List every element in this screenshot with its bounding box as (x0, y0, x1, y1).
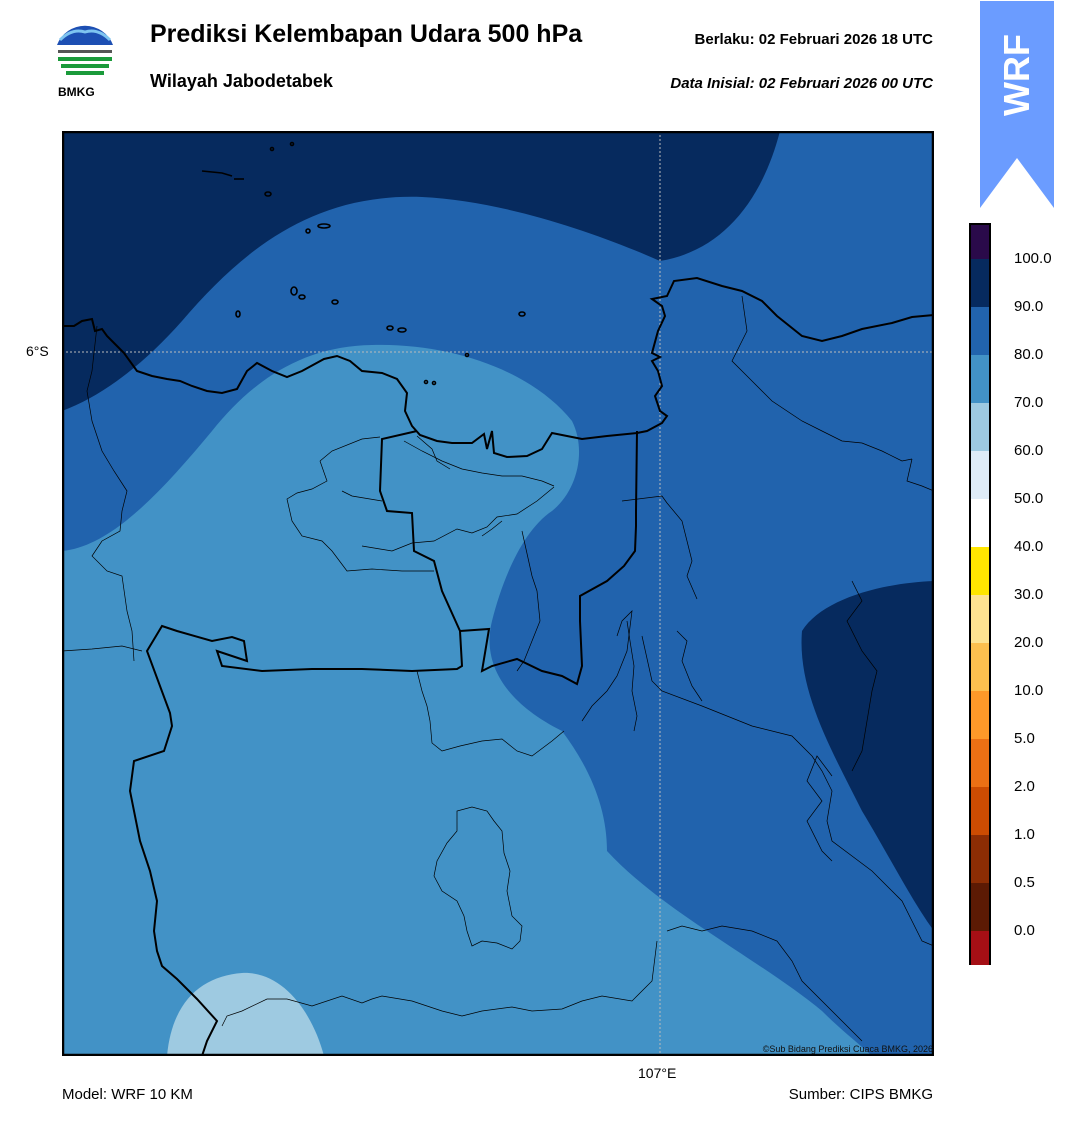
region-subtitle: Wilayah Jabodetabek (150, 71, 333, 91)
band-70-80 (62, 344, 872, 1056)
colorbar-tick-label: 20.0 (1014, 634, 1044, 651)
bmkg-logo-icon (55, 23, 115, 83)
logo-text: BMKG (58, 85, 95, 99)
colorbar-segment (971, 691, 989, 739)
colorbar-svg (969, 223, 991, 1028)
colorbar-segment (971, 739, 989, 787)
map-svg (61, 130, 935, 1057)
band-90-100-east (801, 581, 934, 931)
colorbar-tick-label: 50.0 (1014, 490, 1044, 507)
wrf-badge-label: WRF (980, 10, 1054, 140)
colorbar-segment (971, 225, 989, 259)
colorbar-segment (971, 403, 989, 451)
wrf-badge-shape (980, 1, 1054, 208)
colorbar-tick-label: 0.5 (1014, 874, 1035, 891)
lat-label: 6°S (26, 343, 49, 359)
colorbar-tick-label: 70.0 (1014, 394, 1044, 411)
colorbar-tick-label: 30.0 (1014, 586, 1044, 603)
colorbar-tick-label: 90.0 (1014, 298, 1044, 315)
valid-time: Berlaku: 02 Februari 2026 18 UTC (694, 31, 933, 48)
map-credit: ©Sub Bidang Prediksi Cuaca BMKG, 2026 (762, 1044, 933, 1054)
colorbar-segment (971, 259, 989, 307)
wrf-text: WRF (996, 34, 1037, 116)
humidity-map (61, 130, 935, 1057)
colorbar-segment (971, 931, 989, 979)
source-label: Sumber: CIPS BMKG (788, 1086, 933, 1103)
colorbar-segment (971, 595, 989, 643)
colorbar (969, 223, 991, 1028)
lon-label: 107°E (638, 1065, 677, 1081)
colorbar-tick-label: 40.0 (1014, 538, 1044, 555)
colorbar-segment (971, 355, 989, 403)
colorbar-tick-label: 60.0 (1014, 442, 1044, 459)
colorbar-segment (971, 547, 989, 595)
colorbar-tick-label: 5.0 (1014, 730, 1035, 747)
colorbar-tick-label: 2.0 (1014, 778, 1035, 795)
bmkg-logo (52, 20, 118, 86)
coastline (62, 276, 934, 459)
colorbar-tick-label: 10.0 (1014, 682, 1044, 699)
wrf-badge (980, 1, 1054, 208)
map-frame (61, 130, 935, 1057)
colorbar-segment (971, 883, 989, 931)
colorbar-segment (971, 307, 989, 355)
map-title: Prediksi Kelembapan Udara 500 hPa (150, 20, 583, 48)
band-90-100-north (62, 131, 780, 411)
regency-borders (62, 295, 934, 1042)
colorbar-segment (971, 643, 989, 691)
province-border-east (459, 430, 638, 686)
colorbar-tick-label: 100.0 (1014, 250, 1052, 267)
colorbar-tick-label: 0.0 (1014, 922, 1035, 939)
colorbar-tick-label: 1.0 (1014, 826, 1035, 843)
model-label: Model: WRF 10 KM (62, 1086, 193, 1103)
colorbar-segment (971, 451, 989, 499)
band-60-70 (167, 972, 324, 1056)
islands (201, 141, 526, 386)
province-border-west (128, 430, 464, 1056)
colorbar-segment (971, 835, 989, 883)
colorbar-segment (971, 787, 989, 835)
colorbar-segment (971, 499, 989, 547)
colorbar-tick-label: 80.0 (1014, 346, 1044, 363)
init-time: Data Inisial: 02 Februari 2026 00 UTC (670, 75, 933, 92)
